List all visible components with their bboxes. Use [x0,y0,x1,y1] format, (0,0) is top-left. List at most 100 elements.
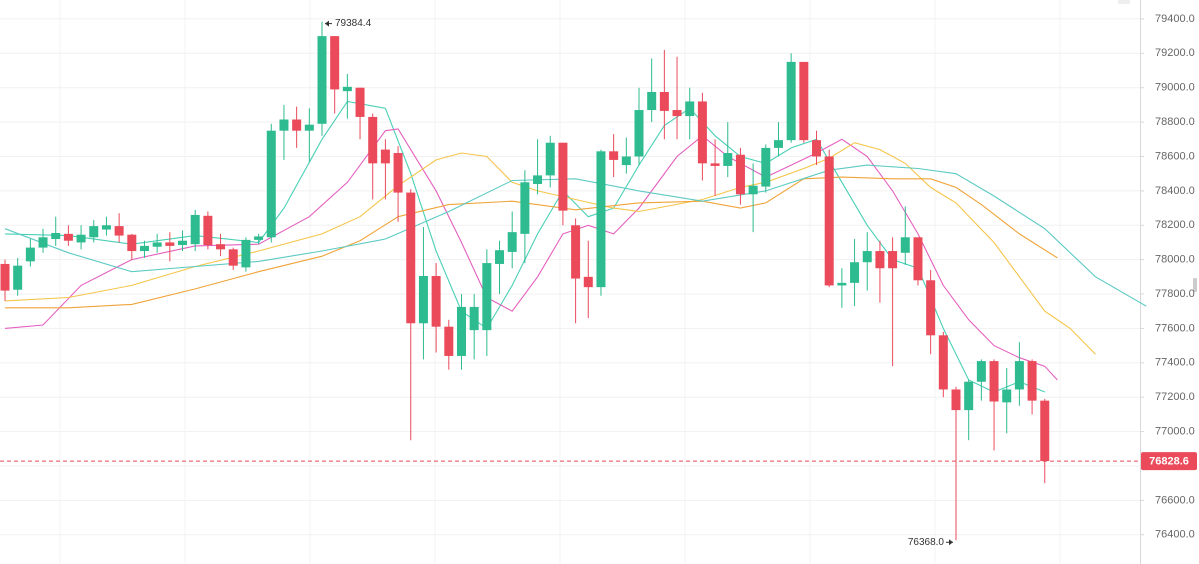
candle-body [773,140,783,148]
y-tick-label: 77000.0 [1155,426,1195,438]
y-tick-label: 79000.0 [1155,82,1195,94]
candle-body [875,251,885,269]
high-marker-label: 79384.4 [335,18,372,29]
candle-body [723,153,733,166]
candle-body [469,306,479,331]
scroll-handle[interactable] [1193,278,1197,292]
candle-body [13,265,23,290]
candle-body [888,251,898,269]
candle-body [862,251,872,263]
candle-body [900,237,910,253]
candle-body [545,142,555,176]
candle-body [824,156,834,286]
y-tick-label: 77600.0 [1155,322,1195,334]
candle-body [406,192,416,324]
current-price-label: 76828.6 [1149,455,1189,467]
candle-body [659,91,669,111]
y-tick-label: 78600.0 [1155,150,1195,162]
candle-body [63,233,73,241]
candle-body [228,249,238,266]
y-tick-label: 77400.0 [1155,357,1195,369]
candle-body [38,237,48,248]
y-tick-label: 78400.0 [1155,185,1195,197]
candle-body [558,142,568,211]
candle-body [165,242,175,246]
candle-body [0,263,10,291]
candle-body [51,232,61,240]
y-tick-label: 77200.0 [1155,391,1195,403]
candle-body [748,185,758,195]
candle-body [101,225,111,230]
y-tick-label: 76600.0 [1155,494,1195,506]
candle-body [850,262,860,283]
candle-body [1027,361,1037,401]
candle-body [76,234,86,243]
candle-body [114,226,124,236]
candle-body [799,61,809,141]
candle-body [571,225,581,279]
y-tick-label: 78200.0 [1155,219,1195,231]
candle-body [342,86,352,92]
candle-body [304,124,314,131]
toolbar-icon[interactable] [1118,0,1130,4]
candle-body [1002,389,1012,403]
candle-body [812,140,822,157]
y-tick-label: 78000.0 [1155,254,1195,266]
candle-body [330,36,340,90]
candle-body [507,232,517,252]
candle-body [368,116,378,164]
current-price-box [1141,452,1197,471]
candle-body [216,244,226,250]
candle-body [533,175,543,184]
moving-average-line [4,128,1058,381]
candle-body [317,36,327,124]
candle-body [203,215,213,246]
candle-body [393,153,403,193]
candle-body [976,361,986,382]
vertical-grid [59,0,1061,564]
candle-body [964,381,974,411]
candle-body [127,234,137,252]
candle-body [621,156,631,166]
y-tick-label: 77800.0 [1155,288,1195,300]
arrow-head [325,20,329,27]
candle-body [279,119,289,131]
candle-body [735,154,745,195]
candle-body [266,130,276,238]
candle-body [482,263,492,331]
candle-body [431,275,441,327]
candle-body [596,151,606,288]
candle-body [520,182,530,234]
y-tick-label: 79400.0 [1155,13,1195,25]
candle-body [1014,361,1024,390]
candle-body [647,91,657,111]
moving-average-line [5,176,1058,309]
candle-body [951,389,961,411]
candle-body [786,61,796,141]
moving-average-line [4,164,1147,307]
candle-body [25,247,35,262]
candle-body [418,275,428,324]
candle-body [926,280,936,336]
y-tick-label: 79200.0 [1155,47,1195,59]
candle-body [355,87,365,117]
y-tick-label: 78800.0 [1155,116,1195,128]
candle-body [634,110,644,157]
candle-body [672,110,682,117]
candle-body [697,101,707,164]
candle-body [761,147,771,187]
y-tick-label: 76400.0 [1155,529,1195,541]
candle-body [254,236,264,240]
candle-body [583,276,593,288]
moving-average-line [4,142,1096,355]
candle-body [241,239,251,268]
arrow-head [949,539,953,546]
low-marker-label: 76368.0 [908,537,945,548]
candle-body [292,119,302,131]
candle-body [178,240,188,246]
candle-body [456,306,466,356]
candle-body [938,335,948,390]
candle-body [139,245,149,252]
candle-body [190,214,200,245]
candle-body [89,226,99,238]
